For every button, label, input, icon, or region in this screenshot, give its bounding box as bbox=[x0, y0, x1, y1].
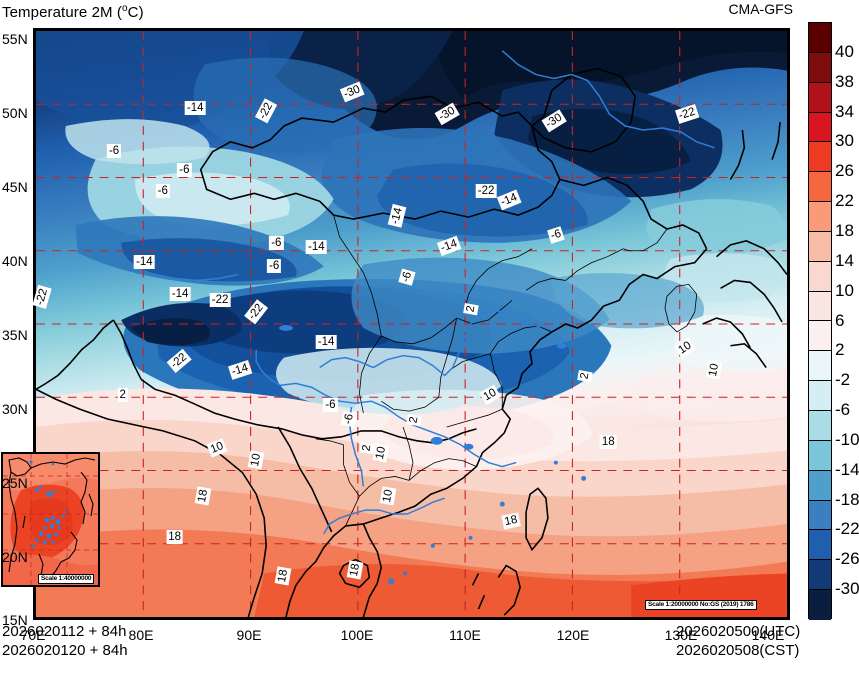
y-axis-label-30N: 30N bbox=[2, 401, 28, 417]
inset-map-south-china-sea[interactable] bbox=[1, 452, 100, 587]
colorbar-band bbox=[809, 321, 831, 352]
model-label: CMA-GFS bbox=[728, 1, 793, 17]
colorbar-band bbox=[809, 291, 831, 322]
colorbar-band bbox=[809, 172, 831, 203]
colorbar-band bbox=[809, 23, 831, 53]
degree-symbol: o bbox=[121, 3, 128, 14]
colorbar-band bbox=[809, 142, 831, 173]
colorbar-band bbox=[809, 231, 831, 262]
colorbar-tick-18: 18 bbox=[835, 220, 854, 240]
colorbar-band bbox=[809, 52, 831, 83]
colorbar-gradient bbox=[808, 22, 832, 620]
colorbar-band bbox=[809, 470, 831, 501]
coastlines bbox=[36, 67, 787, 617]
x-axis-label-70E: 70E bbox=[20, 627, 46, 643]
colorbar-tick-26: 26 bbox=[835, 161, 854, 181]
page-title-suffix: C) bbox=[127, 4, 144, 21]
colorbar-tick-neg2: -2 bbox=[835, 370, 851, 390]
page-title-prefix: Temperature 2M ( bbox=[2, 4, 122, 21]
map-canvas bbox=[36, 31, 787, 617]
colorbar-band bbox=[809, 261, 831, 292]
colorbar-band bbox=[809, 410, 831, 441]
colorbar-tick-6: 6 bbox=[835, 310, 845, 330]
footer-valid-time-cst: 2026020508(CST) bbox=[676, 642, 800, 659]
x-axis-label-120E: 120E bbox=[556, 627, 590, 643]
colorbar-tick-neg26: -26 bbox=[835, 549, 859, 569]
colorbar-band bbox=[809, 530, 831, 561]
colorbar-band bbox=[809, 500, 831, 531]
inset-svg bbox=[3, 454, 98, 585]
colorbar-tick-30: 30 bbox=[835, 131, 854, 151]
y-axis-label-25N: 25N bbox=[2, 475, 28, 491]
colorbar-tick-neg14: -14 bbox=[835, 459, 859, 479]
colorbar-tick-neg22: -22 bbox=[835, 519, 859, 539]
footer-init-time-cst: 2026020120 + 84h bbox=[2, 642, 128, 659]
colorbar-band bbox=[809, 351, 831, 382]
map-plot-area[interactable] bbox=[33, 28, 790, 620]
colorbar[interactable]: 40 38 34 30 26 22 18 14 10 6 2 -2 -6 -10 -14 -18 -22 -26 -… bbox=[808, 22, 859, 620]
colorbar-band bbox=[809, 440, 831, 471]
inset-scale-label: Scale 1:40000000 bbox=[38, 574, 95, 584]
x-axis-label-100E: 100E bbox=[340, 627, 374, 643]
colorbar-band bbox=[809, 381, 831, 411]
x-axis-label-80E: 80E bbox=[128, 627, 154, 643]
colorbar-tick-10: 10 bbox=[835, 280, 854, 300]
colorbar-band bbox=[809, 560, 831, 591]
page-title: Temperature 2M (oC) bbox=[2, 0, 144, 22]
colorbar-tick-neg6: -6 bbox=[835, 400, 851, 420]
colorbar-band bbox=[809, 82, 831, 113]
colorbar-tick-neg30: -30 bbox=[835, 579, 859, 599]
x-axis-label-90E: 90E bbox=[236, 627, 262, 643]
y-axis-label-40N: 40N bbox=[2, 253, 28, 269]
colorbar-band bbox=[809, 590, 831, 620]
rivers bbox=[154, 50, 715, 585]
x-axis-label-140E: 140E bbox=[751, 627, 785, 643]
colorbar-tick-22: 22 bbox=[835, 191, 854, 211]
map-scale-label: Scale 1:20000000 No:GS (2019) 1786 bbox=[645, 600, 757, 610]
colorbar-tick-40: 40 bbox=[835, 41, 854, 61]
colorbar-tick-neg18: -18 bbox=[835, 489, 859, 509]
map-svg bbox=[36, 31, 787, 617]
colorbar-tick-38: 38 bbox=[835, 71, 854, 91]
x-axis-label-130E: 130E bbox=[664, 627, 698, 643]
footer-init-time-utc: 2026020112 + 84h bbox=[2, 623, 127, 640]
colorbar-band bbox=[809, 202, 831, 232]
y-axis-label-50N: 50N bbox=[2, 105, 28, 121]
colorbar-tick-neg10: -10 bbox=[835, 429, 859, 449]
colorbar-tick-2: 2 bbox=[835, 340, 845, 360]
colorbar-tick-14: 14 bbox=[835, 250, 854, 270]
y-axis-label-45N: 45N bbox=[2, 179, 28, 195]
x-axis-label-110E: 110E bbox=[449, 627, 481, 643]
y-axis-label-35N: 35N bbox=[2, 327, 28, 343]
colorbar-band bbox=[809, 112, 831, 143]
province-borders bbox=[315, 215, 668, 527]
footer-valid-time-utc: 2026020500(UTC) bbox=[676, 623, 801, 640]
y-axis-label-55N: 55N bbox=[2, 31, 28, 47]
y-axis-label-15N: 15N bbox=[2, 612, 28, 628]
colorbar-tick-34: 34 bbox=[835, 101, 854, 121]
y-axis-label-20N: 20N bbox=[2, 549, 28, 565]
